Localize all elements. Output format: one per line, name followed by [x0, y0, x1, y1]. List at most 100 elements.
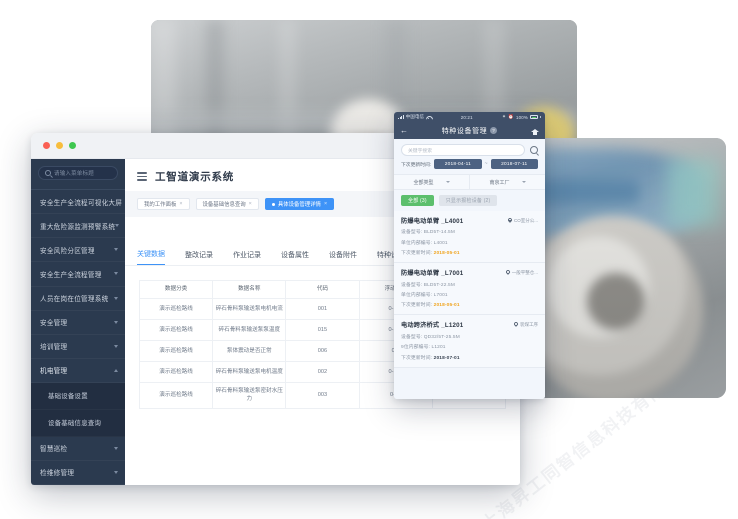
sidebar-item-risk-zoning[interactable]: 安全风险分区管理	[31, 238, 125, 263]
mobile-page-title: 特种设备管理 ?	[442, 126, 498, 136]
device-model-value: QD32/5T-25.5M	[423, 334, 460, 340]
sidebar-item-hazard-monitoring[interactable]: 重大危险源监测预警系统	[31, 214, 125, 239]
chip-all[interactable]: 全部 (3)	[401, 195, 434, 206]
tab-device-attachments[interactable]: 设备附件	[329, 252, 357, 259]
sidebar-item-label: 安全管理	[40, 320, 68, 328]
filter-selects: 全部类型 南京工厂	[394, 174, 545, 190]
window-tab-my-workbench[interactable]: 我的工作面板 ×	[137, 198, 190, 210]
window-tab-label: 设备基础信息查询	[202, 202, 246, 208]
close-icon[interactable]: ×	[179, 201, 183, 207]
page-title: 工智道演示系统	[155, 171, 235, 183]
sidebar-submenu: 基础设备设置 设备基础信息查询	[31, 382, 125, 437]
sidebar-subitem-label: 基础设备设置	[48, 393, 88, 401]
device-internal-no-value: L1201	[431, 345, 446, 351]
sidebar-item-process-management[interactable]: 安全生产全流程管理	[31, 262, 125, 287]
sidebar-item-personnel-system[interactable]: 人员在岗在位管理系统	[31, 287, 125, 311]
battery-percent: 100%	[515, 114, 528, 120]
date-separator: ~	[484, 161, 488, 167]
device-location: 一般平整仓...	[506, 270, 538, 276]
device-name: 防爆电动单臂 _L7001	[401, 270, 464, 278]
mobile-app-panel: 中国电信 20:21 ⏰ 100% ← 特种设备管理 ? 关键字搜索	[394, 112, 545, 399]
close-button[interactable]	[43, 142, 50, 149]
sidebar-item-label: 安全生产全流程可视化大屏	[40, 199, 123, 207]
close-icon[interactable]: ×	[248, 201, 252, 207]
date-start-field[interactable]: 2018-04-11	[434, 159, 482, 169]
date-end-field[interactable]: 2018-07-11	[490, 159, 539, 169]
mobile-navbar: ← 特种设备管理 ?	[394, 122, 545, 139]
close-icon[interactable]: ×	[323, 201, 328, 207]
sidebar-item-label: 重大危险源监测预警系统	[40, 223, 116, 231]
keyword-search-input[interactable]: 关键字搜索	[401, 144, 525, 156]
device-location: CO室分公...	[508, 218, 538, 224]
cell-category: 演示巡检路线	[138, 298, 214, 320]
location-pin-icon	[506, 270, 510, 275]
list-item[interactable]: 防爆电动单臂 _L4001 CO室分公... 设备型号: BLD5T-14.5M…	[394, 211, 545, 264]
list-item[interactable]: 防爆电动单臂 _L7001 一般平整仓... 设备型号: BLD5T-22.5M…	[394, 263, 545, 316]
mobile-title-label: 特种设备管理	[441, 127, 488, 135]
sidebar-item-training-management[interactable]: 培训管理	[31, 335, 125, 359]
battery-icon	[529, 115, 538, 119]
cell-code: 001	[285, 298, 360, 320]
list-item[interactable]: 电动跨济桥式 _L1201 装煤工序 设备型号: QD32/5T-25.5M 9…	[394, 315, 545, 368]
field-label-model: 设备型号:	[401, 334, 423, 340]
chevron-down-icon	[114, 470, 118, 474]
device-list[interactable]: 防爆电动单臂 _L4001 CO室分公... 设备型号: BLD5T-14.5M…	[394, 211, 545, 399]
sidebar-item-label: 人员在岗在位管理系统	[40, 296, 109, 304]
sidebar-subitem-label: 设备基础信息查询	[48, 420, 102, 428]
chevron-down-icon	[114, 446, 118, 450]
tab-rectification-records[interactable]: 整改记录	[185, 252, 213, 259]
device-internal-no-row: 单位内部编号: L4001	[401, 239, 538, 246]
sidebar-item-maintenance-management[interactable]: 检维修管理	[31, 461, 125, 485]
chevron-down-icon	[114, 344, 118, 348]
device-internal-no-value: L4001	[433, 240, 448, 246]
sidebar-subitem-base-device-setting[interactable]: 基础设备设置	[31, 383, 125, 410]
select-factory[interactable]: 南京工厂	[469, 175, 545, 189]
field-label-model: 设备型号:	[401, 282, 423, 288]
hamburger-icon[interactable]	[137, 172, 147, 181]
device-model-value: BLD5T-22.5M	[423, 282, 456, 288]
sidebar-item-label: 机电管理	[40, 368, 68, 376]
cell-name: 碎石骨料泵输送泵密封水压力	[212, 382, 287, 409]
window-tab-device-info-query[interactable]: 设备基础信息查询 ×	[195, 198, 259, 210]
cell-code: 003	[285, 382, 360, 409]
menu-search-placeholder: 请输入菜单标题	[54, 171, 94, 178]
home-icon[interactable]	[530, 127, 539, 135]
tab-key-data[interactable]: 关键数据	[137, 249, 165, 265]
search-icon[interactable]	[530, 146, 538, 154]
sidebar-item-safety-management[interactable]: 安全管理	[31, 311, 125, 335]
device-next-update-value: 2018-05-01	[433, 303, 460, 309]
sidebar-subitem-device-info-query[interactable]: 设备基础信息查询	[31, 410, 125, 437]
device-internal-no-value: L7001	[433, 292, 448, 298]
column-header-name: 数据名称	[212, 280, 287, 299]
select-label: 全部类型	[413, 179, 434, 186]
sidebar-item-label: 智慧巡检	[40, 446, 68, 454]
sidebar-item-visual-dashboard[interactable]: 安全生产全流程可视化大屏	[31, 190, 125, 215]
sidebar-item-smart-inspection[interactable]: 智慧巡检	[31, 437, 125, 461]
minimize-button[interactable]	[56, 142, 63, 149]
window-tab-device-detail[interactable]: 具体设备管理详情 ×	[264, 198, 335, 210]
search-icon	[45, 170, 51, 177]
chevron-down-icon	[521, 181, 526, 183]
menu-search-input[interactable]: 请输入菜单标题	[38, 166, 118, 181]
mobile-search-row: 关键字搜索	[394, 139, 545, 159]
window-tab-label: 具体设备管理详情	[277, 202, 321, 208]
sidebar-item-electromechanical[interactable]: 机电管理	[31, 359, 125, 383]
main-header: 工智道演示系统	[125, 159, 520, 184]
chip-inspection-only[interactable]: 只显示报检设备 (2)	[438, 195, 498, 206]
device-model-row: 设备型号: BLD5T-14.5M	[401, 228, 538, 235]
device-next-update-value: 2018-05-01	[433, 251, 460, 257]
arrow-left-icon[interactable]: ←	[400, 125, 408, 135]
device-model-value: BLD5T-14.5M	[423, 230, 456, 236]
cell-code: 015	[285, 319, 360, 341]
sidebar-item-label: 培训管理	[40, 344, 68, 352]
device-location-label: CO室分公...	[513, 217, 538, 223]
select-device-type[interactable]: 全部类型	[394, 175, 469, 189]
maximize-button[interactable]	[69, 142, 76, 149]
wifi-icon	[426, 115, 431, 120]
chevron-down-icon	[114, 272, 118, 276]
tab-device-attributes[interactable]: 设备属性	[281, 252, 309, 259]
mobile-status-bar: 中国电信 20:21 ⏰ 100%	[394, 112, 545, 122]
tab-work-records[interactable]: 作业记录	[233, 252, 261, 259]
info-badge-icon[interactable]: ?	[490, 127, 498, 134]
